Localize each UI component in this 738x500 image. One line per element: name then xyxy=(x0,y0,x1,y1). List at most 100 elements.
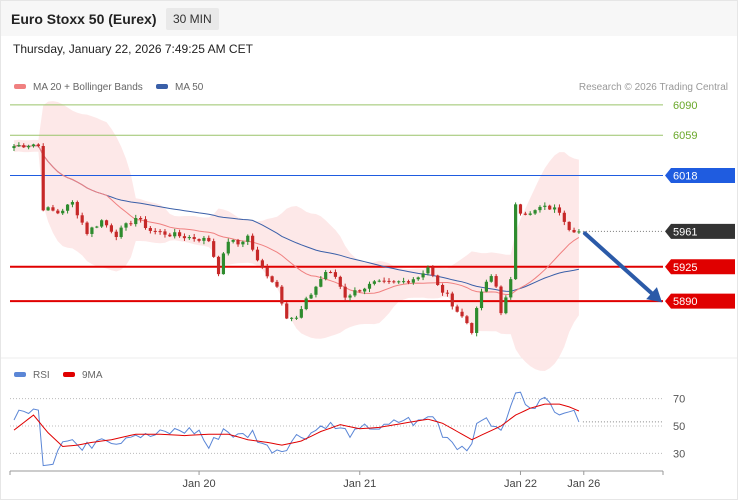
candle-body xyxy=(260,260,264,268)
candle-body xyxy=(299,309,303,318)
candle-body xyxy=(31,144,36,147)
candle-body xyxy=(460,311,464,317)
candle-body xyxy=(387,280,391,282)
copyright-text: Research © 2026 Trading Central xyxy=(579,82,728,93)
candle-body xyxy=(304,298,308,310)
candle-body xyxy=(95,226,99,228)
price-levels xyxy=(10,104,663,303)
candle-body xyxy=(436,275,440,285)
candle-body xyxy=(528,213,532,215)
candle-body xyxy=(333,272,338,277)
candle-body xyxy=(139,218,143,220)
candle-body xyxy=(309,294,313,299)
candle-body xyxy=(226,241,230,254)
candle-body xyxy=(36,144,40,146)
projection-arrow xyxy=(582,231,662,303)
candle-body xyxy=(173,232,177,237)
candles xyxy=(12,142,581,337)
rsi-tick-70: 70 xyxy=(673,394,685,406)
candle-body xyxy=(270,276,274,282)
candle-body xyxy=(80,215,84,223)
candle-body xyxy=(562,212,566,222)
level-labels: 6090 6059 6018 5961 5925 5890 xyxy=(665,100,735,309)
legend-rsi-label: RSI xyxy=(33,370,50,381)
candle-body xyxy=(494,276,498,287)
candle-body xyxy=(177,232,182,237)
candle-body xyxy=(12,146,16,149)
legend-ma50-label: MA 50 xyxy=(175,82,204,93)
candle-body xyxy=(543,205,547,207)
candle-body xyxy=(557,207,562,213)
candle-body xyxy=(289,317,294,319)
candle-body xyxy=(129,223,133,225)
x-axis: Jan 20 Jan 21 Jan 22 Jan 26 xyxy=(9,470,664,490)
candle-body xyxy=(353,290,357,296)
candle-body xyxy=(148,228,152,231)
x-tick-label: Jan 21 xyxy=(343,478,376,490)
level-badge-text-5925: 5925 xyxy=(673,262,697,274)
candle-body xyxy=(392,281,396,283)
x-tick-label: Jan 20 xyxy=(183,478,216,490)
candle-body xyxy=(280,286,284,304)
candle-body xyxy=(51,207,55,211)
candle-body xyxy=(246,235,250,242)
candle-body xyxy=(402,281,406,283)
candle-body xyxy=(504,297,508,314)
candle-body xyxy=(285,303,289,319)
candle-body xyxy=(314,286,318,295)
candle-body xyxy=(27,146,31,148)
level-badge-text-5961: 5961 xyxy=(673,226,697,238)
candle-body xyxy=(265,267,269,277)
rsi-ma-line xyxy=(13,403,580,448)
candle-body xyxy=(153,230,157,232)
candle-body xyxy=(46,207,50,211)
candle-body xyxy=(450,293,454,307)
candle-body xyxy=(17,145,21,147)
instrument-title: Euro Stoxx 50 (Eurex) xyxy=(11,11,157,27)
candle-body xyxy=(382,280,386,282)
candle-body xyxy=(100,220,104,227)
candle-body xyxy=(85,222,89,234)
bollinger-band-area xyxy=(14,101,579,371)
candle-body xyxy=(56,210,60,214)
candle-body xyxy=(319,279,323,287)
candle-body xyxy=(533,210,537,214)
candle-body xyxy=(479,291,484,309)
candle-body xyxy=(192,237,196,240)
candle-body xyxy=(548,205,552,210)
candle-body xyxy=(294,317,299,319)
candle-body xyxy=(255,249,260,261)
candle-body xyxy=(484,281,488,292)
rsi-line xyxy=(13,391,580,467)
datetime-label: Thursday, January 22, 2026 7:49:25 AM CE… xyxy=(13,42,253,56)
level-label-6090: 6090 xyxy=(673,100,697,112)
bollinger-band xyxy=(14,101,579,371)
candle-body xyxy=(124,223,128,228)
candle-body xyxy=(416,277,420,280)
timeframe-badge[interactable]: 30 MIN xyxy=(166,8,219,30)
candle-body xyxy=(440,284,445,293)
candle-body xyxy=(231,239,235,242)
arrow-shaft xyxy=(582,231,658,300)
candle-body xyxy=(421,273,425,278)
ma50-line xyxy=(13,145,580,292)
candle-body xyxy=(90,227,94,234)
candle-body xyxy=(572,229,576,233)
rsi-panel: 70 50 30 xyxy=(10,391,685,467)
candle-body xyxy=(75,202,79,216)
candle-body xyxy=(168,234,172,237)
level-badge-5890 xyxy=(665,293,735,309)
candle-body xyxy=(163,231,167,235)
level-badge-text-6018: 6018 xyxy=(673,170,697,182)
candle-body xyxy=(567,221,571,230)
candle-body xyxy=(197,239,201,241)
candle-body xyxy=(426,267,430,274)
candle-body xyxy=(343,286,347,298)
candle-body xyxy=(202,237,206,241)
candle-body xyxy=(363,288,367,292)
candle-body xyxy=(241,241,245,245)
arrow-head xyxy=(646,287,662,303)
candle-body xyxy=(119,227,123,238)
candle-body xyxy=(377,280,381,282)
